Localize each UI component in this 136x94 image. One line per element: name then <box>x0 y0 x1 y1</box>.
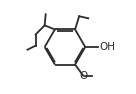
Text: OH: OH <box>99 42 115 52</box>
Text: O: O <box>79 71 87 81</box>
